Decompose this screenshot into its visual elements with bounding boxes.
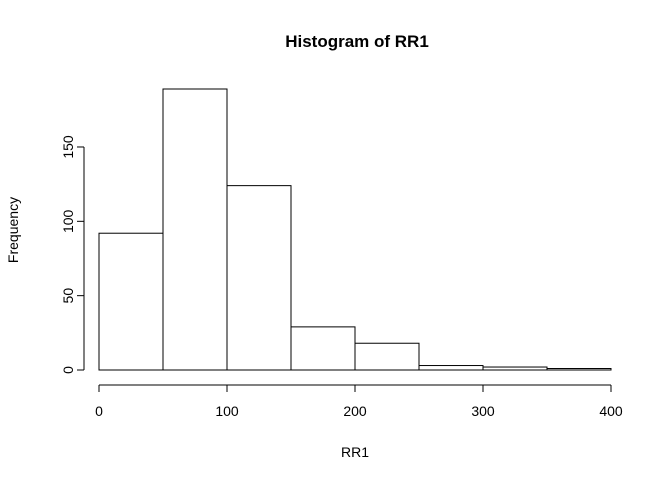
histogram-bar bbox=[546, 368, 612, 371]
histogram-bar bbox=[290, 326, 356, 371]
x-tick-label: 0 bbox=[95, 403, 103, 419]
histogram-bar bbox=[354, 342, 420, 371]
histogram-bar bbox=[418, 365, 484, 371]
y-axis-label: Frequency bbox=[5, 197, 21, 263]
histogram-bar bbox=[98, 232, 164, 371]
x-tick-label: 100 bbox=[215, 403, 239, 419]
x-axis-label: RR1 bbox=[341, 444, 369, 460]
y-tick-label: 0 bbox=[60, 366, 76, 374]
y-axis: 0 50 100 150 bbox=[60, 135, 85, 374]
histogram-bar bbox=[162, 88, 228, 371]
x-tick-label: 400 bbox=[599, 403, 623, 419]
histogram-bars bbox=[98, 88, 612, 371]
x-tick-label: 200 bbox=[343, 403, 367, 419]
x-tick-label: 300 bbox=[471, 403, 495, 419]
histogram-bar bbox=[482, 366, 548, 371]
chart-title: Histogram of RR1 bbox=[285, 32, 429, 51]
x-axis: 0 100 200 300 400 bbox=[95, 384, 623, 419]
y-tick-label: 100 bbox=[60, 209, 76, 233]
histogram-bar bbox=[226, 185, 292, 371]
y-tick-label: 150 bbox=[60, 135, 76, 159]
y-tick-label: 50 bbox=[60, 288, 76, 304]
